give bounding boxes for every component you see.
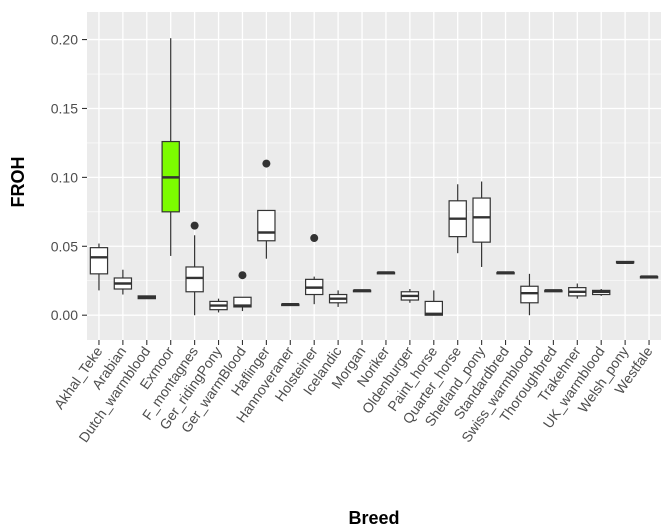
box-Arabian bbox=[113, 269, 133, 295]
y-tick-label: 0.10 bbox=[51, 169, 78, 185]
y-tick-label: 0.20 bbox=[51, 32, 78, 48]
box-Hannoveraner bbox=[281, 302, 300, 307]
plot-panel bbox=[87, 12, 661, 340]
outlier-point bbox=[262, 159, 271, 168]
y-tick-label: 0.05 bbox=[51, 238, 78, 254]
grid-layer bbox=[87, 12, 661, 340]
outlier-point bbox=[238, 271, 247, 280]
box-Standardbred bbox=[496, 271, 515, 275]
box-Haflinger bbox=[257, 159, 276, 259]
box-iqr bbox=[520, 285, 539, 304]
box-Welsh_pony bbox=[615, 260, 635, 265]
box-iqr bbox=[233, 296, 252, 308]
box-iqr bbox=[185, 266, 204, 293]
box-Paint_horse bbox=[424, 290, 444, 316]
box-Quarter_horse bbox=[448, 184, 467, 254]
box-Trakehner bbox=[568, 283, 587, 299]
box-F_montagnes bbox=[185, 221, 204, 316]
box-Ger_warmBlood bbox=[233, 271, 252, 312]
box-Holsteiner bbox=[304, 234, 324, 305]
box-Exmoor bbox=[161, 38, 180, 256]
y-tick-label: 0.00 bbox=[51, 307, 78, 323]
box-Swiss_warmblood bbox=[520, 273, 539, 316]
box-Thoroughbred bbox=[544, 289, 563, 293]
box-iqr bbox=[424, 300, 444, 316]
outlier-point bbox=[190, 221, 199, 230]
box-Ger_ridingPony bbox=[209, 298, 228, 313]
box-iqr bbox=[257, 209, 276, 242]
box-layer bbox=[89, 38, 659, 316]
box-iqr bbox=[89, 247, 109, 275]
box-Icelandic bbox=[328, 290, 348, 307]
box-Noriker bbox=[376, 271, 396, 275]
y-tick-label: 0.15 bbox=[51, 100, 78, 116]
box-Akhal_Teke bbox=[89, 243, 109, 291]
x-axis-title: Breed bbox=[348, 508, 399, 528]
box-Shetland_pony bbox=[472, 181, 491, 267]
box-UK_warmblood bbox=[591, 289, 611, 296]
box-Dutch_warmblood bbox=[137, 295, 157, 300]
box-iqr bbox=[472, 197, 491, 243]
box-Morgan bbox=[352, 289, 372, 293]
box-Oldenburger bbox=[400, 289, 420, 303]
y-axis-title: FROH bbox=[8, 157, 28, 208]
outlier-point bbox=[310, 234, 319, 243]
box-Westfale bbox=[639, 275, 659, 279]
